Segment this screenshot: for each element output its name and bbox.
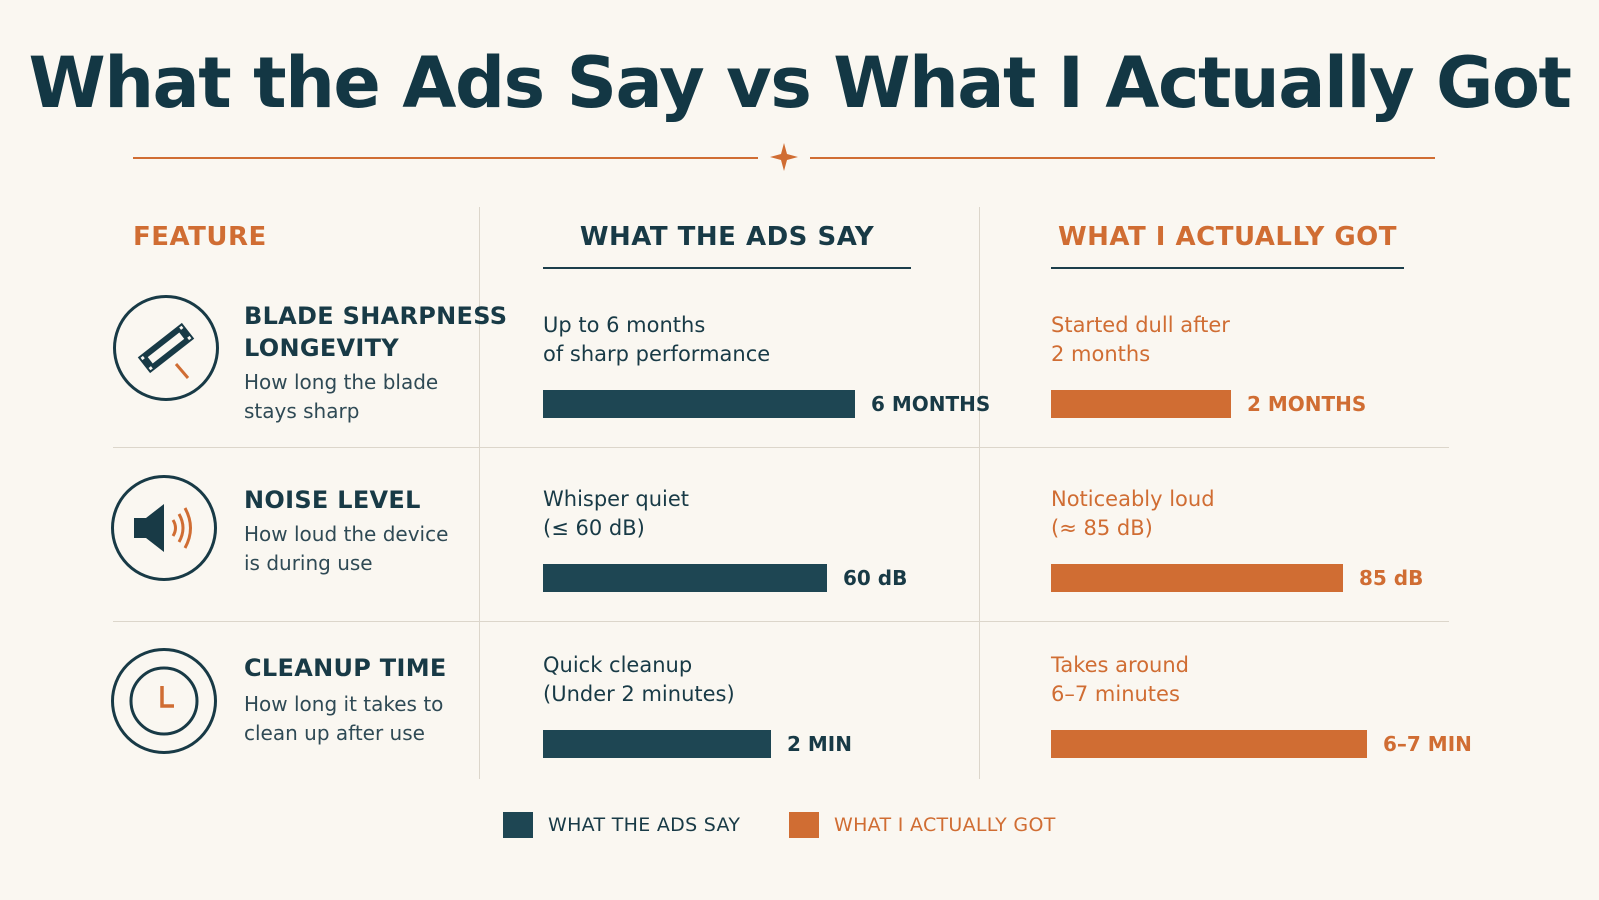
value-label-actual: 6–7 MIN bbox=[1383, 732, 1472, 756]
feature-name: NOISE LEVEL bbox=[244, 486, 421, 514]
header-ads: WHAT THE ADS SAY bbox=[579, 222, 875, 252]
actual-result: Noticeably loud (≈ 85 dB) bbox=[1051, 487, 1215, 540]
title-divider-right bbox=[810, 157, 1435, 159]
row-divider-1 bbox=[113, 447, 1449, 448]
legend-label-ads: WHAT THE ADS SAY bbox=[548, 814, 741, 836]
bar-actual-cleanup-time bbox=[1051, 730, 1367, 758]
bar-ads-noise-level bbox=[543, 564, 827, 592]
actual-result: Started dull after 2 months bbox=[1051, 313, 1230, 366]
header-feature: FEATURE bbox=[133, 222, 267, 252]
row-divider-2 bbox=[113, 621, 1449, 622]
bar-actual-noise-level bbox=[1051, 564, 1343, 592]
speaker-icon bbox=[111, 475, 217, 581]
feature-name: CLEANUP TIME bbox=[244, 654, 447, 682]
feature-description: How long it takes to clean up after use bbox=[244, 692, 444, 745]
value-label-ads: 2 MIN bbox=[787, 732, 852, 756]
bar-actual-blade-sharpness bbox=[1051, 390, 1231, 418]
page-title: What the Ads Say vs What I Actually Got bbox=[28, 42, 1572, 124]
feature-description: How long the blade stays sharp bbox=[244, 370, 439, 423]
value-label-actual: 85 dB bbox=[1359, 566, 1424, 590]
value-label-ads: 60 dB bbox=[843, 566, 908, 590]
bar-ads-blade-sharpness bbox=[543, 390, 855, 418]
legend-swatch-actual bbox=[789, 812, 819, 838]
ads-claim: Up to 6 months of sharp performance bbox=[543, 313, 771, 366]
value-label-ads: 6 MONTHS bbox=[871, 392, 991, 416]
column-divider-2 bbox=[979, 207, 980, 779]
sparkle-icon bbox=[770, 143, 798, 171]
ads-claim: Quick cleanup (Under 2 minutes) bbox=[543, 653, 735, 706]
actual-result: Takes around 6–7 minutes bbox=[1051, 653, 1190, 706]
ads-claim: Whisper quiet (≤ 60 dB) bbox=[543, 487, 690, 540]
value-label-actual: 2 MONTHS bbox=[1247, 392, 1367, 416]
column-divider-1 bbox=[479, 207, 480, 779]
legend-label-actual: WHAT I ACTUALLY GOT bbox=[834, 814, 1056, 836]
feature-name: BLADE SHARPNESS LONGEVITY bbox=[244, 302, 508, 362]
bar-ads-cleanup-time bbox=[543, 730, 771, 758]
feature-description: How loud the device is during use bbox=[244, 522, 449, 575]
legend-swatch-ads bbox=[503, 812, 533, 838]
header-actual: WHAT I ACTUALLY GOT bbox=[1057, 222, 1398, 252]
title-divider-left bbox=[133, 157, 758, 159]
clock-icon bbox=[111, 648, 217, 754]
header-ads-underline bbox=[543, 267, 911, 269]
razor-blade-icon bbox=[113, 295, 219, 401]
header-actual-underline bbox=[1051, 267, 1404, 269]
